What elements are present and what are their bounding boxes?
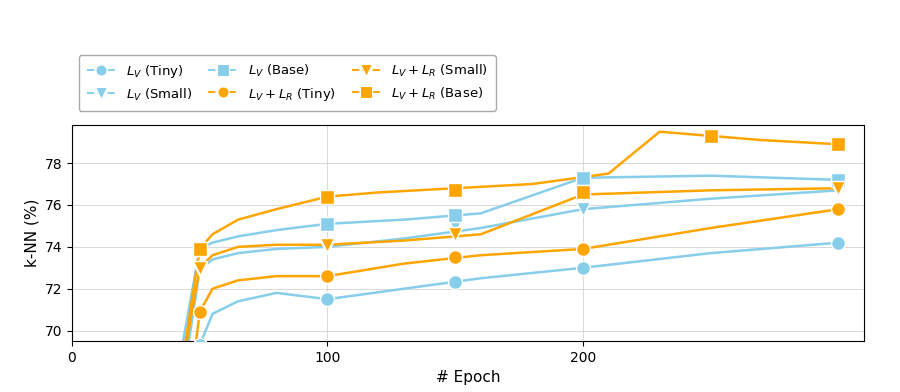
X-axis label: # Epoch: # Epoch (436, 370, 500, 385)
Legend: $L_V$ (Tiny), $L_V$ (Small), $L_V$ (Base), $L_V + L_R$ (Tiny), $L_V + L_R$ (Smal: $L_V$ (Tiny), $L_V$ (Small), $L_V$ (Base… (78, 56, 496, 111)
Y-axis label: k-NN (%): k-NN (%) (24, 199, 39, 267)
